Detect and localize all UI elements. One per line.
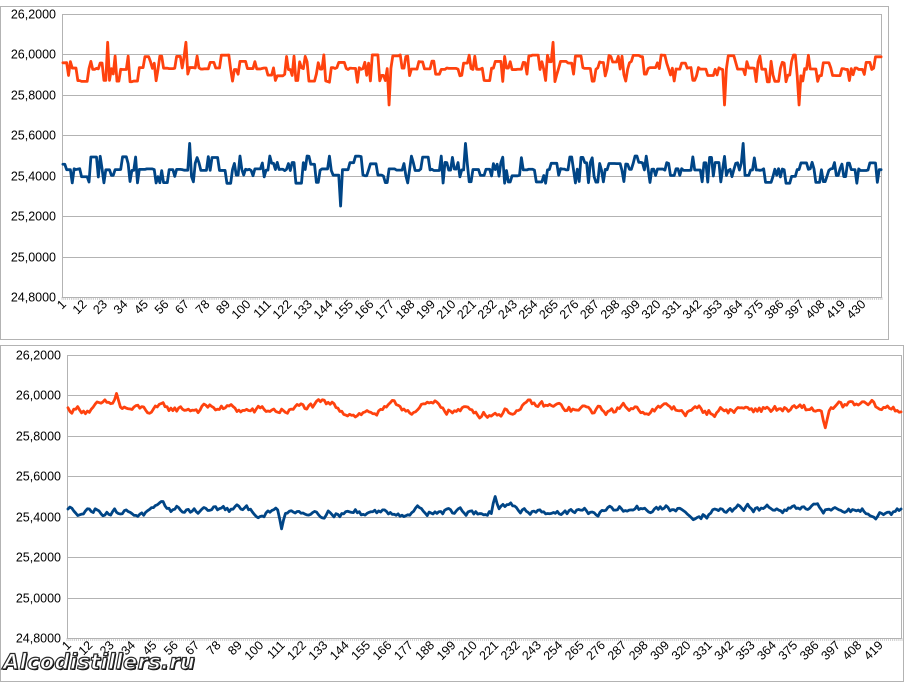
y-tick-label: 25,0000 [16, 592, 61, 606]
chart-bottom: 26,2000 26,0000 25,8000 25,6000 25,4000 25,20… [0, 345, 904, 682]
y-tick-label: 25,8000 [16, 430, 61, 444]
y-tick-label: 25,4000 [16, 511, 61, 525]
y-tick-label: 25,2000 [11, 210, 56, 224]
y-tick-label: 25,6000 [16, 470, 61, 484]
y-tick-label: 24,8000 [11, 291, 56, 305]
y-tick-label: 25,6000 [11, 129, 56, 143]
chart-top: 26,2000 26,0000 25,8000 25,6000 25,4000 25,20… [0, 6, 889, 340]
series-line-2 [66, 495, 903, 531]
series-line-1 [61, 40, 883, 107]
y-tick-label: 25,8000 [11, 89, 56, 103]
site-watermark: Alcodistillers.ru [2, 649, 196, 674]
y-tick-label: 26,0000 [11, 48, 56, 62]
series-line-2 [61, 141, 883, 208]
series-line-1 [66, 392, 903, 430]
y-tick-label: 25,2000 [16, 551, 61, 565]
y-tick-label: 26,2000 [16, 349, 61, 363]
y-tick-label: 25,4000 [11, 170, 56, 184]
y-tick-label: 24,8000 [16, 632, 61, 646]
y-tick-label: 26,0000 [16, 389, 61, 403]
y-tick-label: 25,0000 [11, 251, 56, 265]
y-tick-label: 26,2000 [11, 8, 56, 22]
